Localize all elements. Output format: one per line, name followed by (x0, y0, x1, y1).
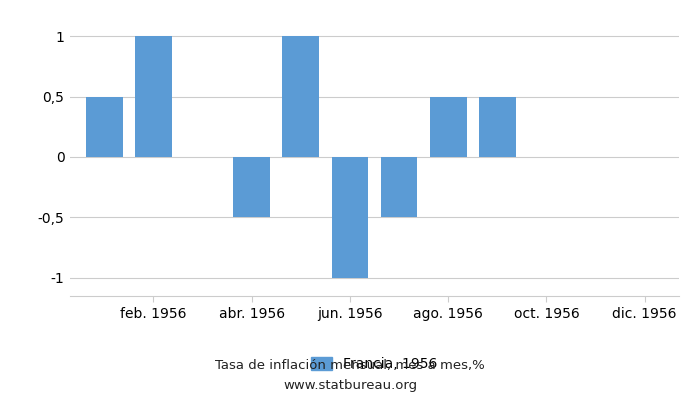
Legend: Francia, 1956: Francia, 1956 (306, 352, 443, 377)
Text: Tasa de inflación mensual, mes a mes,%: Tasa de inflación mensual, mes a mes,% (215, 360, 485, 372)
Bar (233, 157, 270, 218)
Bar (479, 96, 516, 157)
Bar (381, 157, 417, 218)
Bar (430, 96, 467, 157)
Bar (332, 157, 368, 278)
Text: www.statbureau.org: www.statbureau.org (283, 380, 417, 392)
Bar (135, 36, 172, 157)
Bar (282, 36, 319, 157)
Bar (86, 96, 122, 157)
